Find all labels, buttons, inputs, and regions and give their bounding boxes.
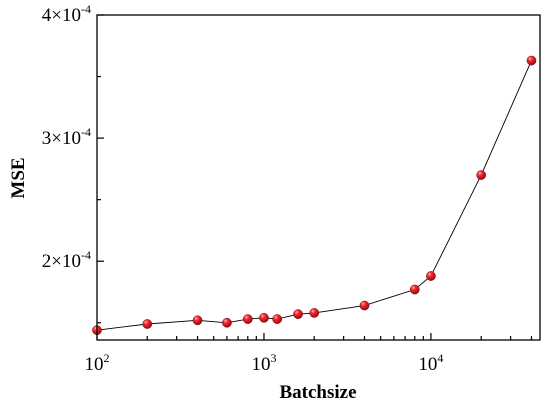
data-point bbox=[259, 312, 269, 323]
x-tick-label: 104 bbox=[418, 351, 443, 375]
data-point bbox=[293, 309, 303, 319]
data-point bbox=[192, 315, 203, 326]
y-tick-label: 2×10-4 bbox=[42, 248, 91, 272]
data-point bbox=[409, 284, 420, 295]
y-tick-label: 3×10-4 bbox=[42, 125, 91, 149]
data-point bbox=[426, 271, 436, 281]
series-line bbox=[96, 60, 532, 331]
data-point bbox=[309, 308, 320, 318]
data-point bbox=[476, 170, 487, 180]
plot-frame bbox=[96, 14, 541, 341]
x-tick-label: 103 bbox=[251, 351, 276, 375]
y-axis-label: MSE bbox=[8, 157, 29, 198]
data-point bbox=[359, 300, 370, 311]
ticks bbox=[96, 14, 533, 340]
data-point bbox=[526, 55, 537, 66]
data-point bbox=[222, 317, 232, 328]
data-point bbox=[272, 314, 283, 324]
data-point bbox=[242, 314, 253, 324]
data-point bbox=[142, 319, 153, 329]
x-axis-label: Batchsize bbox=[279, 382, 356, 403]
y-tick-label: 4×10-4 bbox=[42, 2, 91, 26]
x-tick-label: 102 bbox=[85, 351, 110, 375]
tick-labels: 102 103 104 2×10-4 3×10-4 4×10-4 bbox=[42, 2, 444, 375]
data-points bbox=[92, 55, 537, 336]
